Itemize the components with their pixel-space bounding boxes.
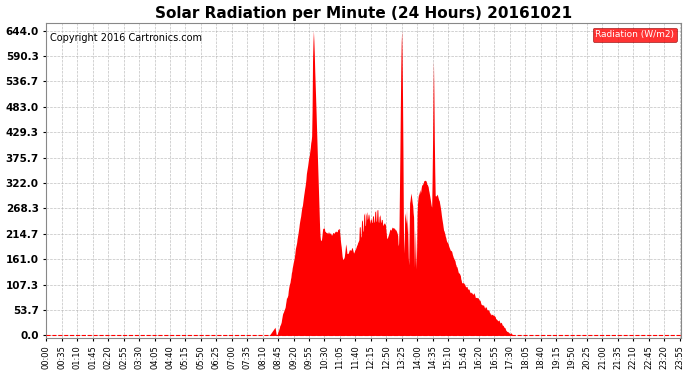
Title: Solar Radiation per Minute (24 Hours) 20161021: Solar Radiation per Minute (24 Hours) 20… [155, 6, 573, 21]
Text: Copyright 2016 Cartronics.com: Copyright 2016 Cartronics.com [50, 33, 201, 42]
Legend: Radiation (W/m2): Radiation (W/m2) [593, 28, 677, 42]
